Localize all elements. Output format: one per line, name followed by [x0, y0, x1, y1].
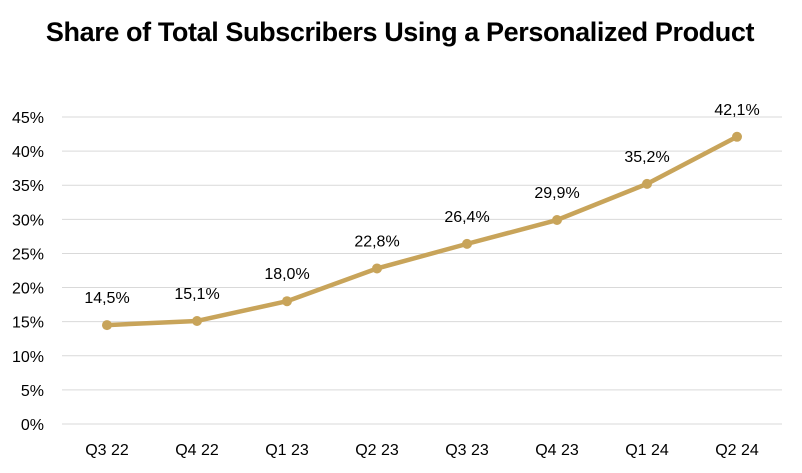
y-tick-label: 35% [12, 178, 44, 195]
y-tick-label: 5% [21, 383, 44, 400]
data-label: 22,8% [354, 233, 399, 250]
data-point [372, 263, 382, 274]
x-tick-label: Q2 23 [355, 442, 399, 459]
data-label: 14,5% [84, 290, 129, 307]
x-tick-label: Q2 24 [715, 442, 759, 459]
data-point [102, 320, 112, 331]
gridlines [62, 116, 782, 425]
x-axis-ticks: Q3 22 Q4 22 Q1 23 Q2 23 Q3 23 Q4 23 Q1 24 Q2 24 [85, 442, 759, 459]
x-tick-label: Q3 23 [445, 442, 489, 459]
y-tick-label: 0% [21, 417, 44, 434]
data-label: 29,9% [534, 185, 579, 202]
x-tick-label: Q4 22 [175, 442, 219, 459]
data-label: 35,2% [624, 149, 669, 166]
y-tick-label: 40% [12, 144, 44, 161]
series-line [104, 134, 740, 328]
x-tick-label: Q3 22 [85, 442, 129, 459]
y-tick-label: 45% [12, 110, 44, 127]
data-point [552, 215, 562, 226]
data-label: 42,1% [714, 102, 759, 119]
y-tick-label: 15% [12, 315, 44, 332]
y-tick-label: 20% [12, 281, 44, 298]
data-point [642, 178, 652, 189]
y-tick-label: 10% [12, 349, 44, 366]
data-label: 15,1% [174, 286, 219, 303]
x-tick-label: Q4 23 [535, 442, 579, 459]
series-points [102, 131, 742, 331]
data-point [192, 315, 202, 326]
y-axis-ticks: 0% 5% 10% 15% 20% 25% 30% 35% 40% 45% [12, 110, 44, 434]
data-label: 26,4% [444, 209, 489, 226]
series-line-path [104, 134, 740, 328]
data-labels: 14,5% 15,1% 18,0% 22,8% 26,4% 29,9% 35,2% 42,1% [84, 102, 759, 307]
x-tick-label: Q1 23 [265, 442, 309, 459]
chart-title: Share of Total Subscribers Using a Perso… [45, 17, 755, 47]
x-tick-label: Q1 24 [625, 442, 669, 459]
y-tick-label: 25% [12, 246, 44, 263]
y-tick-label: 30% [12, 212, 44, 229]
data-point [462, 238, 472, 249]
data-label: 18,0% [264, 266, 309, 283]
data-point [732, 131, 742, 142]
data-point [282, 296, 292, 307]
